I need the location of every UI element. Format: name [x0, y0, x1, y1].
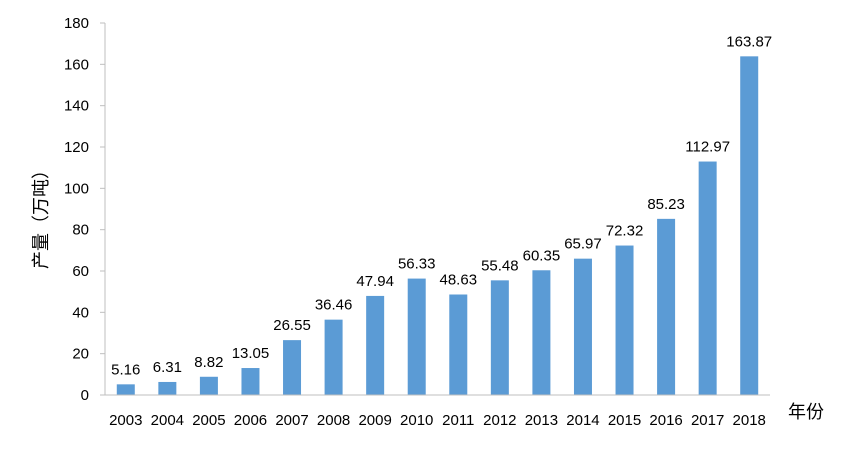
data-label: 48.63 — [440, 271, 478, 288]
y-tick-label: 40 — [72, 304, 89, 321]
data-label: 65.97 — [564, 236, 602, 253]
bar — [449, 294, 468, 395]
x-tick-label: 2013 — [525, 412, 558, 429]
bar — [407, 278, 426, 395]
y-tick-label: 100 — [64, 180, 89, 197]
x-tick-label: 2010 — [400, 412, 433, 429]
y-tick-label: 80 — [72, 222, 89, 239]
x-tick-label: 2008 — [317, 412, 350, 429]
y-tick-label: 20 — [72, 346, 89, 363]
x-tick-label: 2018 — [733, 412, 766, 429]
bar — [573, 258, 592, 395]
bar — [615, 245, 634, 395]
bar — [490, 280, 509, 395]
y-axis: 0 20 40 60 80 100 120 140 160 180 — [64, 15, 106, 404]
data-label: 112.97 — [685, 139, 730, 156]
bar — [199, 376, 218, 395]
x-tick-label: 2015 — [608, 412, 641, 429]
data-label: 56.33 — [398, 256, 436, 273]
x-tick-label: 2009 — [358, 412, 391, 429]
y-tick-label: 0 — [81, 387, 89, 404]
data-label: 8.82 — [194, 354, 223, 371]
bar — [657, 218, 676, 395]
x-axis-title: 年份 — [788, 402, 824, 423]
bar — [532, 270, 551, 395]
data-label: 85.23 — [647, 196, 685, 213]
y-tick-label: 180 — [64, 15, 89, 32]
bar — [283, 340, 302, 395]
bar — [116, 384, 135, 395]
x-tick-label: 2016 — [649, 412, 682, 429]
bars — [116, 56, 759, 396]
x-tick-label: 2004 — [151, 412, 184, 429]
data-label: 55.48 — [481, 257, 519, 274]
data-label: 13.05 — [232, 345, 270, 362]
data-label: 6.31 — [153, 359, 182, 376]
data-label: 72.32 — [606, 223, 644, 240]
bar — [366, 295, 385, 395]
x-tick-label: 2014 — [566, 412, 599, 429]
data-label: 60.35 — [523, 247, 561, 264]
y-tick-label: 140 — [64, 98, 89, 115]
data-label: 26.55 — [273, 317, 311, 334]
y-tick-label: 60 — [72, 263, 89, 280]
x-tick-label: 2011 — [442, 412, 474, 429]
bar — [241, 368, 260, 395]
x-tick-label: 2007 — [275, 412, 308, 429]
x-axis: 2003 2004 2005 2006 2007 2008 2009 2010 2011 2012… — [105, 394, 770, 429]
y-tick-label: 160 — [64, 56, 89, 73]
data-labels: 5.16 6.31 8.82 13.0526.5536.4647.9456.3348.… — [111, 33, 772, 378]
x-tick-label: 2003 — [109, 412, 142, 429]
y-axis-title: 产量（万吨） — [31, 161, 52, 269]
data-label: 47.94 — [356, 273, 394, 290]
bar — [698, 161, 717, 395]
x-tick-label: 2017 — [691, 412, 724, 429]
data-label: 5.16 — [111, 361, 140, 378]
y-tick-label: 120 — [64, 139, 89, 156]
x-tick-label: 2005 — [192, 412, 225, 429]
x-tick-label: 2006 — [234, 412, 267, 429]
data-label: 163.87 — [726, 33, 772, 50]
bar — [740, 56, 759, 396]
data-label: 36.46 — [315, 297, 353, 314]
x-tick-label: 2012 — [483, 412, 516, 429]
bar — [324, 319, 343, 395]
bar — [158, 381, 177, 395]
